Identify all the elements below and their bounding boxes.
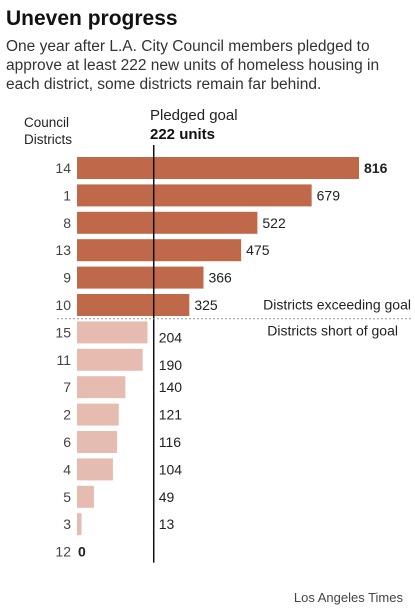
- goal-line-label: Pledged goal: [150, 107, 238, 124]
- bar: [77, 294, 190, 316]
- bar-value-label: 0: [78, 544, 86, 560]
- bar: [77, 376, 126, 399]
- category-label: 9: [63, 270, 71, 286]
- category-label: 12: [55, 544, 71, 560]
- bar: [77, 266, 204, 289]
- bar: [77, 348, 143, 371]
- category-label: 2: [63, 407, 71, 423]
- bar-value-label: 816: [364, 160, 388, 176]
- bar: [77, 321, 148, 344]
- category-label: 3: [63, 516, 71, 532]
- group-label-short-of-goal: Districts short of goal: [267, 323, 398, 339]
- bar-value-label: 366: [208, 270, 232, 286]
- bar: [77, 239, 242, 262]
- chart-title: Uneven progress: [6, 7, 178, 30]
- bar-value-label: 49: [159, 489, 175, 505]
- category-label: 6: [63, 434, 71, 450]
- category-label: 14: [55, 160, 71, 176]
- category-label: 13: [55, 242, 71, 258]
- category-label: 4: [63, 461, 71, 477]
- bar-value-label: 190: [159, 357, 183, 373]
- category-label: 15: [55, 324, 71, 340]
- bar-value-label: 140: [159, 379, 183, 395]
- goal-line-value-label: 222 units: [150, 126, 215, 143]
- bar-value-label: 121: [159, 407, 183, 423]
- bar-value-label: 116: [159, 434, 182, 450]
- bar-value-label: 522: [262, 215, 286, 231]
- bar-value-label: 204: [159, 329, 183, 345]
- bar-value-label: 475: [246, 242, 270, 258]
- bar-value-label: 325: [194, 297, 218, 313]
- bar: [77, 485, 94, 508]
- bar-value-label: 104: [159, 461, 183, 477]
- bar-value-label: 13: [159, 516, 175, 532]
- bar: [77, 431, 118, 453]
- bar: [77, 184, 312, 207]
- bar-value-label: 679: [317, 187, 341, 203]
- y-axis-label-line-1: Council: [24, 115, 69, 130]
- chart-subtitle: One year after L.A. City Council members…: [6, 38, 380, 93]
- category-label: 1: [63, 187, 71, 203]
- bar: [77, 458, 113, 481]
- category-label: 7: [63, 379, 71, 395]
- category-label: 5: [63, 489, 71, 505]
- y-axis-label-line-2: Districts: [24, 132, 72, 147]
- bar: [77, 513, 82, 536]
- credit-text: Los Angeles Times: [293, 590, 403, 605]
- bar: [77, 403, 119, 426]
- category-label: 10: [55, 297, 71, 313]
- category-label: 8: [63, 215, 71, 231]
- category-label: 11: [56, 352, 71, 368]
- bar: [77, 211, 258, 234]
- group-label-exceeding-goal: Districts exceeding goal: [263, 297, 411, 313]
- bar: [77, 157, 359, 179]
